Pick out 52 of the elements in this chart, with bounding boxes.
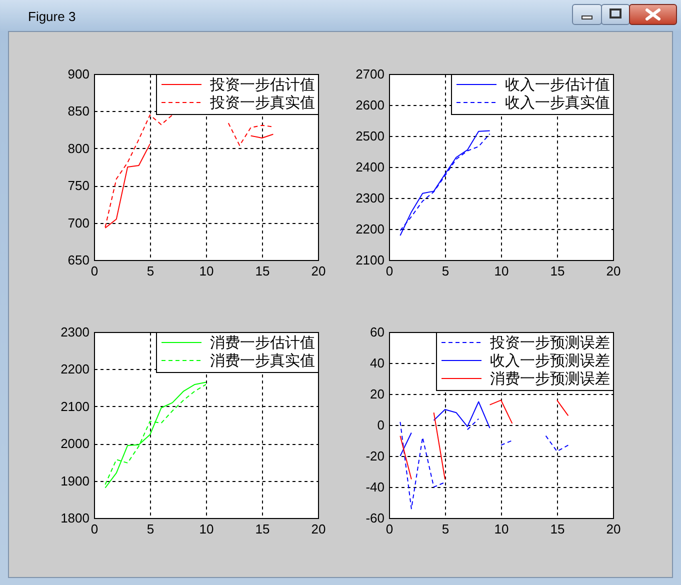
y-tick-label: 2100 bbox=[60, 398, 89, 414]
x-tick-label: 15 bbox=[550, 263, 564, 278]
legend-label: 收入一步真实值 bbox=[504, 93, 610, 111]
x-tick-label: 10 bbox=[494, 521, 508, 536]
y-tick-label: 0 bbox=[376, 417, 384, 432]
legend-label: 投资一步估计值 bbox=[208, 75, 314, 93]
y-tick-label: 800 bbox=[67, 140, 89, 156]
x-tick-label: 15 bbox=[550, 521, 564, 536]
y-tick-label: 650 bbox=[67, 252, 89, 267]
y-tick-label: 2600 bbox=[355, 97, 384, 112]
y-tick-label: 2000 bbox=[60, 436, 89, 451]
x-tick-label: 5 bbox=[146, 263, 154, 278]
x-tick-label: 20 bbox=[606, 263, 620, 278]
y-tick-label: 1800 bbox=[60, 510, 89, 525]
legend-label: 消费一步预测误差 bbox=[490, 369, 610, 387]
x-tick-label: 5 bbox=[441, 263, 449, 278]
legend-label: 收入一步预测误差 bbox=[490, 351, 610, 369]
x-tick-label: 15 bbox=[254, 263, 270, 278]
y-tick-label: 2700 bbox=[355, 66, 384, 81]
x-tick-label: 10 bbox=[198, 263, 214, 278]
x-tick-label: 20 bbox=[606, 521, 620, 536]
y-tick-label: 2200 bbox=[355, 221, 384, 236]
y-tick-label: 2200 bbox=[60, 361, 89, 376]
y-tick-label: 850 bbox=[67, 103, 89, 118]
caption: Figure 3 bbox=[28, 9, 76, 24]
y-tick-label: 2300 bbox=[355, 190, 384, 205]
y-tick-label: -20 bbox=[365, 448, 384, 463]
y-tick-label: -60 bbox=[365, 510, 384, 525]
x-tick-label: 15 bbox=[254, 521, 270, 536]
x-tick-label: 5 bbox=[146, 521, 154, 536]
x-tick-label: 10 bbox=[494, 263, 508, 278]
legend-label: 投资一步真实值 bbox=[208, 93, 314, 111]
y-tick-label: 750 bbox=[67, 178, 89, 193]
x-tick-label: 20 bbox=[310, 521, 326, 536]
y-tick-label: -40 bbox=[365, 479, 384, 494]
y-tick-label: 40 bbox=[370, 355, 384, 370]
y-tick-label: 2100 bbox=[355, 252, 384, 267]
y-tick-label: 20 bbox=[370, 386, 384, 401]
y-tick-label: 1900 bbox=[60, 472, 89, 488]
legend-label: 投资一步预测误差 bbox=[488, 333, 610, 351]
y-tick-label: 2300 bbox=[60, 324, 89, 339]
y-tick-label: 2400 bbox=[355, 159, 384, 174]
legend-label: 消费一步真实值 bbox=[210, 351, 314, 369]
legend-label: 收入一步估计值 bbox=[504, 75, 610, 93]
x-tick-label: 20 bbox=[310, 263, 326, 278]
y-tick-label: 2500 bbox=[355, 128, 384, 143]
y-tick-label: 900 bbox=[67, 66, 89, 81]
y-tick-label: 700 bbox=[67, 214, 89, 230]
y-tick-label: 60 bbox=[370, 324, 384, 339]
legend-label: 消费一步估计值 bbox=[210, 333, 314, 351]
x-tick-label: 10 bbox=[198, 521, 214, 536]
x-tick-label: 5 bbox=[441, 521, 449, 536]
